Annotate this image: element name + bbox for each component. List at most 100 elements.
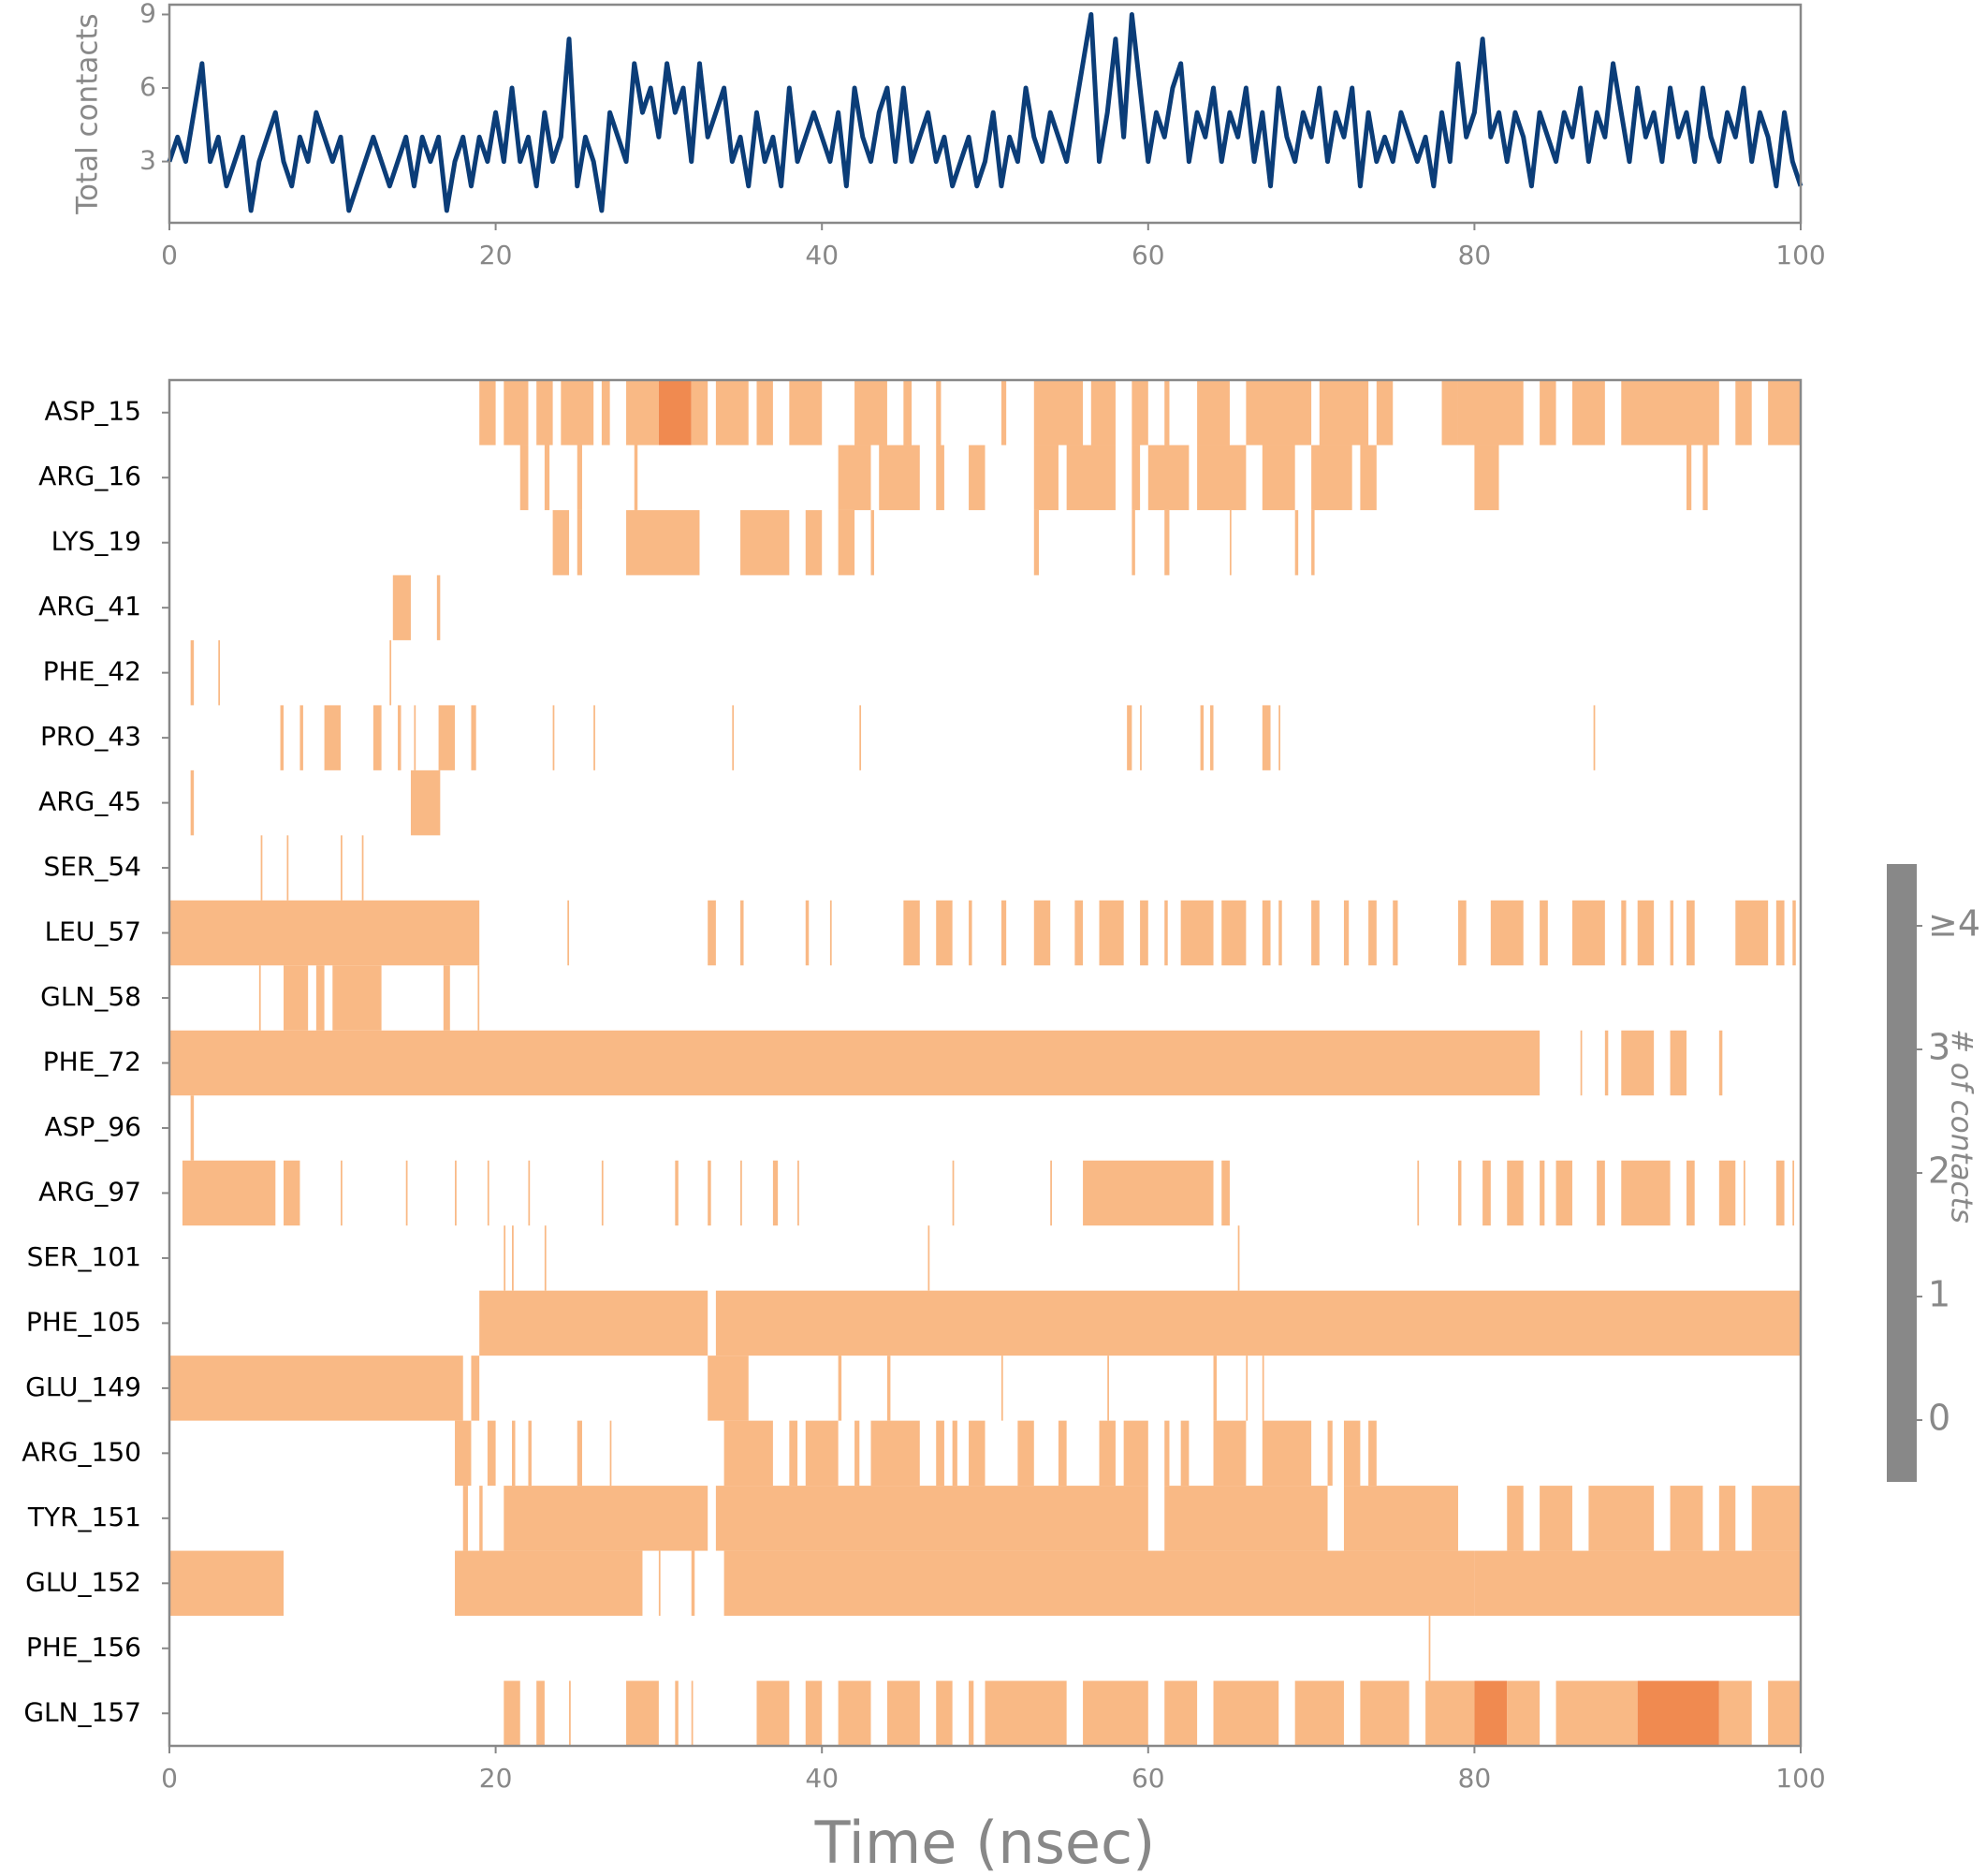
contact-segment [1621, 1030, 1655, 1096]
contact-segment [479, 380, 496, 446]
contact-segment [1686, 445, 1692, 510]
contact-segment [675, 1680, 679, 1746]
contact-segment [1743, 1160, 1745, 1226]
contact-segment [1360, 1680, 1409, 1746]
contact-segment [715, 380, 749, 446]
contact-segment [1555, 1160, 1572, 1226]
contact-segment [1262, 1356, 1264, 1421]
contact-segment [487, 1420, 496, 1487]
contact-segment [190, 769, 195, 836]
residue-label: PHE_156 [26, 1632, 141, 1663]
contact-segment [169, 1550, 285, 1617]
contact-segment [772, 1160, 779, 1226]
contact-segment [1457, 900, 1467, 966]
contact-segment [1221, 900, 1247, 966]
contact-segment [732, 705, 735, 770]
x-tick-label: 80 [1458, 240, 1492, 271]
contact-segment [936, 900, 953, 966]
contact-segment [708, 1160, 711, 1226]
contact-segment [854, 1420, 860, 1487]
contact-segment [1050, 1160, 1052, 1226]
contact-segment [1775, 900, 1785, 966]
contact-segment [1621, 900, 1627, 966]
contact-segment [1221, 1160, 1230, 1226]
contact-segment [1033, 900, 1051, 966]
contact-segment [723, 1550, 1475, 1617]
contact-segment [190, 639, 195, 706]
contact-segment [487, 1160, 489, 1226]
x-tick-label: 20 [479, 240, 513, 271]
contact-segment [789, 380, 823, 446]
contact-segment [1571, 900, 1605, 966]
contact-segment [1507, 1680, 1541, 1746]
contact-segment [1621, 1160, 1671, 1226]
colorbar-label: # of contacts [1945, 1029, 1979, 1224]
x-tick-label: 60 [1132, 1763, 1165, 1794]
residue-label: SER_54 [43, 851, 141, 882]
contact-segment [1294, 509, 1299, 576]
residue-label: ARG_41 [38, 591, 141, 622]
contact-segment [1540, 900, 1548, 966]
contact-segment [1417, 1160, 1420, 1226]
contact-segment [479, 1486, 483, 1551]
contact-segment [284, 1160, 300, 1226]
contact-segment [1164, 509, 1170, 576]
contact-segment [398, 705, 402, 770]
contact-segment [455, 1160, 457, 1226]
contact-segment [392, 575, 411, 640]
contact-segment [870, 1420, 920, 1487]
residue-label: SER_101 [27, 1241, 141, 1272]
contact-segment [886, 1680, 920, 1746]
contact-segment [1107, 1356, 1109, 1421]
contact-segment [1604, 1030, 1609, 1096]
contact-segment [1083, 1160, 1214, 1226]
contact-segment [1343, 900, 1350, 966]
x-tick-label: 40 [805, 240, 839, 271]
contact-segment [504, 380, 529, 446]
contact-segment [1147, 445, 1190, 510]
contact-segment [952, 1160, 955, 1226]
contact-segment [1457, 1160, 1462, 1226]
contact-segment [1237, 1225, 1240, 1291]
contact-segment [1670, 1486, 1703, 1551]
contact-segment [985, 1680, 1067, 1746]
contact-segment [797, 1160, 799, 1226]
contact-segment [218, 639, 221, 706]
contact-segment [1200, 705, 1205, 770]
contact-segment [169, 900, 480, 966]
contact-segment [1246, 1356, 1249, 1421]
contact-segment [658, 380, 692, 446]
contact-segment [1580, 1030, 1583, 1096]
contact-segment [708, 1356, 749, 1421]
contact-segment [740, 900, 744, 966]
contact-segment [1327, 1420, 1333, 1487]
contact-segment [258, 965, 261, 1031]
contact-segment [1718, 1680, 1752, 1746]
contact-segment [389, 639, 392, 706]
residue-label: GLU_152 [25, 1566, 141, 1597]
contact-segment [1090, 380, 1116, 446]
contact-segment [1768, 1680, 1801, 1746]
contact-segment [1555, 1680, 1638, 1746]
contact-segment [936, 445, 944, 510]
contact-segment [1213, 1356, 1218, 1421]
contact-segment [609, 1420, 612, 1487]
contact-segment [854, 380, 887, 446]
contact-segment [969, 900, 972, 966]
contact-segment [169, 1030, 1541, 1096]
contact-segment [1474, 1550, 1801, 1617]
contact-segment [1428, 1616, 1431, 1681]
contact-segment [1058, 1420, 1067, 1487]
residue-label: GLN_58 [40, 981, 141, 1012]
contact-segment [1000, 380, 1007, 446]
x-tick-label: 80 [1458, 1763, 1492, 1794]
contact-segment [1311, 900, 1320, 966]
contact-segment [1686, 1160, 1695, 1226]
residue-label: PRO_43 [40, 721, 141, 752]
contact-segment [1540, 1160, 1545, 1226]
contact-segment [1343, 1420, 1361, 1487]
contact-segment [1140, 705, 1142, 770]
contact-segment [504, 1486, 708, 1551]
contact-segment [1000, 900, 1007, 966]
contact-segment [886, 1356, 891, 1421]
